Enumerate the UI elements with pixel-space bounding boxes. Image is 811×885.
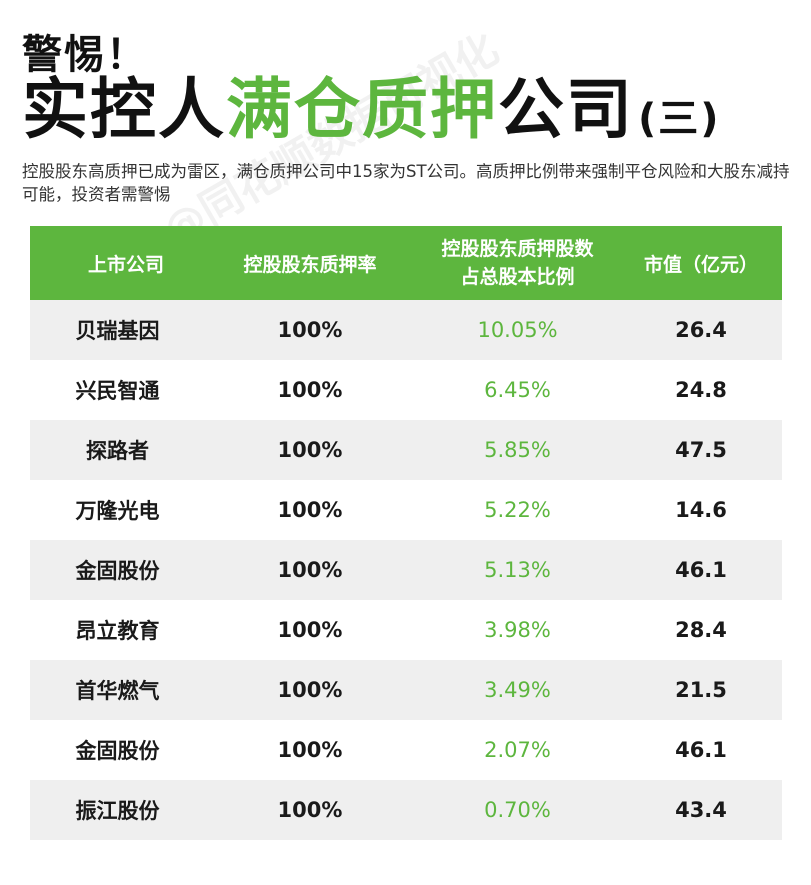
title-part-highlight: 满仓质押: [226, 71, 498, 148]
cell-market-cap: 46.1: [675, 558, 727, 582]
cell-company: 贝瑞基因: [75, 319, 160, 343]
description: 控股股东高质押已成为雷区，满仓质押公司中15家为ST公司。高质押比例带来强制平仓…: [22, 162, 790, 204]
cell-pledge-rate: 100%: [277, 558, 343, 582]
alert-heading: 警惕！: [22, 32, 148, 78]
pledge-table: 上市公司 控股股东质押率 控股股东质押股数 占总股本比例 市值（亿元） 贝瑞基因…: [30, 226, 782, 840]
header-company: 上市公司: [88, 253, 165, 276]
cell-market-cap: 47.5: [675, 438, 727, 462]
cell-company: 昂立教育: [75, 619, 160, 643]
header-pledge-rate: 控股股东质押率: [243, 253, 377, 276]
cell-market-cap: 26.4: [675, 318, 727, 342]
cell-pledge-rate: 100%: [277, 618, 343, 642]
cell-company: 兴民智通: [75, 379, 160, 403]
cell-company: 金固股份: [75, 739, 160, 763]
header-market-cap: 市值（亿元）: [643, 253, 758, 276]
header-pledge-ratio-line2: 占总股本比例: [460, 266, 575, 288]
header-pledge-ratio-line1: 控股股东质押股数: [441, 238, 594, 260]
cell-market-cap: 46.1: [675, 738, 727, 762]
cell-market-cap: 14.6: [675, 498, 727, 522]
cell-pledge-rate: 100%: [277, 738, 343, 762]
cell-pledge-rate: 100%: [277, 498, 343, 522]
cell-pledge-ratio: 5.13%: [484, 558, 551, 582]
cell-pledge-ratio: 5.22%: [484, 498, 551, 522]
table-row: 探路者 100% 5.85% 47.5: [30, 420, 782, 480]
cell-pledge-rate: 100%: [277, 438, 343, 462]
cell-company: 探路者: [86, 439, 149, 463]
cell-company: 金固股份: [75, 559, 160, 583]
table-row: 昂立教育 100% 3.98% 28.4: [30, 600, 782, 660]
table-row: 金固股份 100% 2.07% 46.1: [30, 720, 782, 780]
title-part-1: 实控人: [22, 71, 226, 148]
table-row: 万隆光电 100% 5.22% 14.6: [30, 480, 782, 540]
cell-company: 首华燃气: [75, 679, 160, 703]
cell-pledge-ratio: 0.70%: [484, 798, 551, 822]
cell-market-cap: 43.4: [675, 798, 727, 822]
cell-pledge-ratio: 3.49%: [484, 678, 551, 702]
table-body: 贝瑞基因 100% 10.05% 26.4 兴民智通 100% 6.45% 24.8 探路者 10…: [30, 300, 782, 840]
cell-market-cap: 21.5: [675, 678, 727, 702]
table-row: 兴民智通 100% 6.45% 24.8: [30, 360, 782, 420]
table-header: 上市公司 控股股东质押率 控股股东质押股数 占总股本比例 市值（亿元）: [30, 226, 782, 300]
title-part-3: 公司: [498, 71, 634, 148]
header-pledge-ratio: 控股股东质押股数 占总股本比例: [415, 226, 620, 300]
cell-pledge-rate: 100%: [277, 798, 343, 822]
table-row: 振江股份 100% 0.70% 43.4: [30, 780, 782, 840]
cell-pledge-ratio: 2.07%: [484, 738, 551, 762]
table-row: 贝瑞基因 100% 10.05% 26.4: [30, 300, 782, 360]
cell-company: 万隆光电: [75, 499, 160, 523]
cell-company: 振江股份: [75, 799, 160, 823]
page-title: 实控人 满仓质押 公司 (三): [22, 71, 721, 152]
cell-pledge-ratio: 3.98%: [484, 618, 551, 642]
cell-market-cap: 24.8: [675, 378, 727, 402]
cell-pledge-ratio: 10.05%: [477, 318, 558, 342]
cell-pledge-rate: 100%: [277, 678, 343, 702]
cell-pledge-ratio: 6.45%: [484, 378, 551, 402]
cell-pledge-ratio: 5.85%: [484, 438, 551, 462]
title-part-series: (三): [638, 96, 721, 142]
cell-market-cap: 28.4: [675, 618, 727, 642]
cell-pledge-rate: 100%: [277, 318, 343, 342]
cell-pledge-rate: 100%: [277, 378, 343, 402]
table-row: 金固股份 100% 5.13% 46.1: [30, 540, 782, 600]
table-row: 首华燃气 100% 3.49% 21.5: [30, 660, 782, 720]
